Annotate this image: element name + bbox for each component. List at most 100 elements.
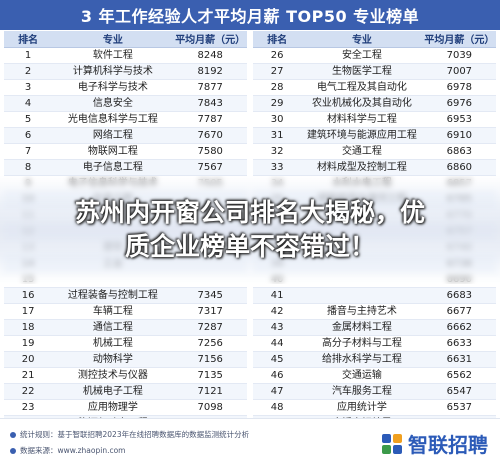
table-row: 17 车辆工程 7317 42 播音与主持艺术 6677 <box>4 303 496 320</box>
cell-rank-left: 4 <box>4 95 53 112</box>
cell-salary-left: 7567 <box>173 159 247 176</box>
cell-salary-right: 6860 <box>422 159 496 176</box>
column-gap <box>246 63 254 79</box>
cell-rank-left: 7 <box>4 143 53 160</box>
table-row: 21 测控技术与仪器 7135 46 交通运输 6562 <box>4 367 496 384</box>
cell-rank-right: 47 <box>253 383 302 400</box>
cell-salary-left: 7345 <box>173 287 247 304</box>
table-row: 4 信息安全 7843 29 农业机械化及其自动化 6976 <box>4 95 496 112</box>
cell-major-right: 生物医学工程 <box>301 63 423 80</box>
column-gap <box>246 159 254 175</box>
column-gap <box>246 287 254 303</box>
cell-salary-left: 7098 <box>173 399 247 416</box>
cell-salary-left: 7843 <box>173 95 247 112</box>
cell-rank-left: 23 <box>4 399 53 416</box>
column-gap <box>246 79 254 95</box>
cell-salary-right: 6547 <box>422 383 496 400</box>
column-gap <box>246 111 254 127</box>
column-gap <box>246 319 254 335</box>
cell-major-right <box>301 287 423 304</box>
cell-major-right: 交通运输 <box>301 367 423 384</box>
column-gap <box>246 303 254 319</box>
cell-salary-right: 6683 <box>422 287 496 304</box>
cell-salary-left: 7787 <box>173 111 247 128</box>
header-salary-left: 平均月薪（元） <box>173 31 247 48</box>
cell-salary-right: 6631 <box>422 351 496 368</box>
header-major-left: 专业 <box>52 31 174 48</box>
cell-rank-left: 5 <box>4 111 53 128</box>
cell-rank-right: 44 <box>253 335 302 352</box>
cell-major-right: 交通工程 <box>301 143 423 160</box>
cell-salary-left: 7256 <box>173 335 247 352</box>
cell-rank-right: 46 <box>253 367 302 384</box>
cell-rank-right: 41 <box>253 287 302 304</box>
header-salary-right: 平均月薪（元） <box>422 31 496 48</box>
cell-salary-right: 6633 <box>422 335 496 352</box>
cell-major-right: 金属材料工程 <box>301 319 423 336</box>
cell-salary-left: 7156 <box>173 351 247 368</box>
cell-major-left: 光电信息科学与工程 <box>52 111 174 128</box>
cell-salary-left: 8248 <box>173 47 247 64</box>
footer-source-text: 数据来源：www.zhaopin.com <box>20 446 126 455</box>
column-gap <box>246 143 254 159</box>
table-row: 19 机械工程 7256 44 高分子材料与工程 6633 <box>4 335 496 352</box>
cell-rank-right: 33 <box>253 159 302 176</box>
column-gap <box>246 335 254 351</box>
headline-line-2: 质企业榜单不容错过！ <box>124 232 375 261</box>
cell-rank-right: 30 <box>253 111 302 128</box>
cell-major-right: 汽车服务工程 <box>301 383 423 400</box>
column-gap <box>246 399 254 415</box>
cell-major-left: 机械电子工程 <box>52 383 174 400</box>
cell-rank-left: 3 <box>4 79 53 96</box>
header-major-right: 专业 <box>301 31 423 48</box>
cell-major-left: 动物科学 <box>52 351 174 368</box>
cell-major-left: 计算机科学与技术 <box>52 63 174 80</box>
column-gap <box>246 47 254 63</box>
cell-rank-right: 27 <box>253 63 302 80</box>
cell-rank-right: 45 <box>253 351 302 368</box>
cell-rank-left: 2 <box>4 63 53 80</box>
cell-salary-left: 7135 <box>173 367 247 384</box>
cell-rank-left: 17 <box>4 303 53 320</box>
headline-overlay <box>0 176 500 284</box>
cell-rank-right: 43 <box>253 319 302 336</box>
cell-salary-right: 6662 <box>422 319 496 336</box>
table-row: 16 过程装备与控制工程 7345 41 6683 <box>4 287 496 304</box>
cell-major-left: 机械工程 <box>52 335 174 352</box>
footer: 统计规则：基于智联招聘2023年在线招聘数据库的数据监测统计分析 数据来源：ww… <box>0 418 500 464</box>
cell-rank-right: 26 <box>253 47 302 64</box>
cell-rank-right: 32 <box>253 143 302 160</box>
cell-rank-right: 42 <box>253 303 302 320</box>
table-row: 1 软件工程 8248 26 安全工程 7039 <box>4 47 496 64</box>
cell-salary-right: 6537 <box>422 399 496 416</box>
headline-line-1: 苏州内开窗公司排名大揭秘，优 <box>74 198 425 227</box>
cell-major-left: 电子信息工程 <box>52 159 174 176</box>
cell-major-right: 农业机械化及其自动化 <box>301 95 423 112</box>
cell-major-left: 电子科学与技术 <box>52 79 174 96</box>
cell-major-left: 软件工程 <box>52 47 174 64</box>
cell-salary-right: 6677 <box>422 303 496 320</box>
brand-logo: 智联招聘 <box>381 429 488 458</box>
table-row: 8 电子信息工程 7567 33 材料成型及控制工程 6860 <box>4 159 496 176</box>
cell-rank-left: 18 <box>4 319 53 336</box>
cell-rank-left: 21 <box>4 367 53 384</box>
column-gap <box>246 367 254 383</box>
table-row: 23 应用物理学 7098 48 应用统计学 6537 <box>4 399 496 416</box>
cell-salary-right: 6562 <box>422 367 496 384</box>
cell-rank-left: 22 <box>4 383 53 400</box>
cell-salary-left: 7580 <box>173 143 247 160</box>
cell-rank-right: 28 <box>253 79 302 96</box>
bullet-icon <box>10 447 16 454</box>
cell-major-right: 应用统计学 <box>301 399 423 416</box>
table-header-row: 排名 专业 平均月薪（元） 排名 专业 平均月薪（元） <box>4 31 496 48</box>
cell-salary-left: 7670 <box>173 127 247 144</box>
table-row: 6 网络工程 7670 31 建筑环境与能源应用工程 6910 <box>4 127 496 144</box>
cell-major-left: 过程装备与控制工程 <box>52 287 174 304</box>
cell-rank-left: 19 <box>4 335 53 352</box>
cell-rank-left: 1 <box>4 47 53 64</box>
table-row: 22 机械电子工程 7121 47 汽车服务工程 6547 <box>4 383 496 400</box>
cell-major-right: 给排水科学与工程 <box>301 351 423 368</box>
header-rank-right: 排名 <box>253 31 302 48</box>
cell-major-right: 材料成型及控制工程 <box>301 159 423 176</box>
headline: 苏州内开窗公司排名大揭秘，优 质企业榜单不容错过！ <box>0 196 500 264</box>
